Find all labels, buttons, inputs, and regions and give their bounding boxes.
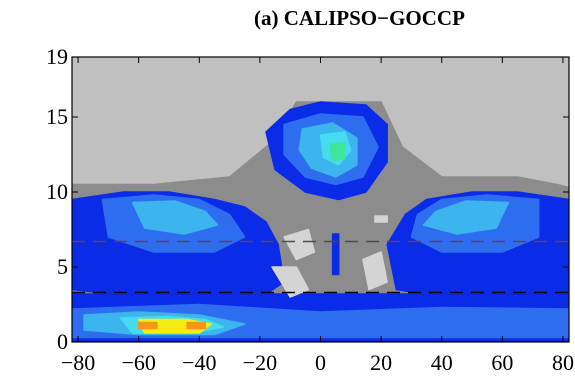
heatmap-region-light_gray-20 — [271, 266, 310, 298]
y-tick-label: 15 — [46, 104, 68, 129]
x-tick-label: −20 — [243, 350, 277, 375]
y-axis: 0 5 10 15 19 — [46, 44, 569, 354]
y-tick-label: 19 — [46, 44, 68, 69]
x-tick-label: 40 — [431, 350, 453, 375]
chart-title: (a) CALIPSO−GOCCP — [254, 6, 465, 30]
heatmap-region-light_gray-21 — [362, 251, 388, 291]
y-tick-label: 5 — [57, 254, 68, 279]
plot-area — [72, 57, 569, 342]
heatmap-region-light_blue-9 — [131, 200, 219, 235]
heatmap-region-light_gray-19 — [283, 228, 316, 261]
x-axis: −80 −60 −40 −20 0 20 40 60 80 — [61, 57, 574, 375]
heatmap-region-orange-18 — [186, 321, 207, 330]
heatmap-region-green-14 — [328, 141, 346, 162]
heatmap-region-light_blue-10 — [422, 200, 510, 235]
y-tick-label: 10 — [46, 179, 68, 204]
x-tick-label: 0 — [315, 350, 326, 375]
heatmap-region-orange-17 — [137, 321, 158, 330]
x-tick-label: −60 — [121, 350, 155, 375]
heatmap-region-light_gray-22 — [374, 215, 388, 223]
x-tick-label: −40 — [182, 350, 216, 375]
x-tick-label: −80 — [61, 350, 95, 375]
y-tick-label: 0 — [57, 329, 68, 354]
x-tick-label: 60 — [491, 350, 513, 375]
x-tick-label: 80 — [552, 350, 574, 375]
x-tick-label: 20 — [370, 350, 392, 375]
heatmap-region-deep_blue-23 — [331, 233, 340, 276]
